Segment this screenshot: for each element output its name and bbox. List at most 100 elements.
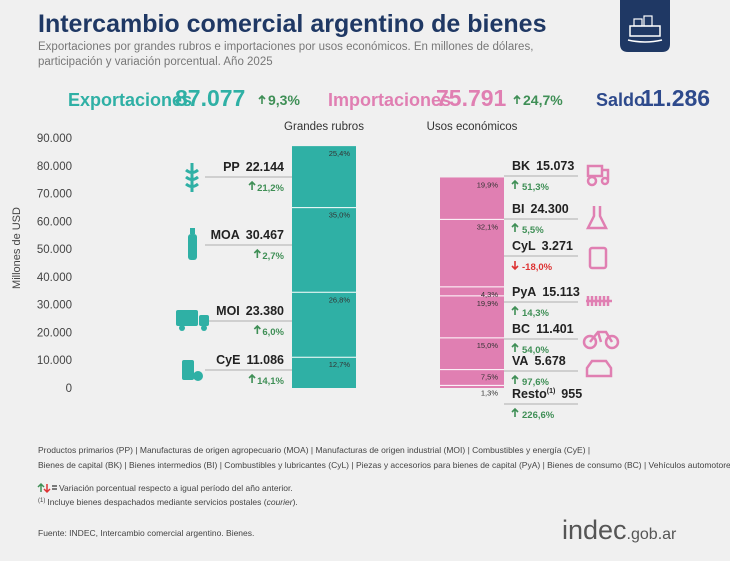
segment-name: CyE xyxy=(216,353,240,367)
change-arrow xyxy=(511,342,519,352)
y-tick-label: 20.000 xyxy=(37,327,72,339)
change-label: 54,0% xyxy=(522,345,549,356)
segment-name: MOI xyxy=(216,304,240,318)
bar-segment xyxy=(440,177,504,220)
footnote-mark: (1) xyxy=(547,388,556,395)
source: Fuente: INDEC, Intercambio comercial arg… xyxy=(38,528,254,538)
category-label: MOA 30.467 xyxy=(211,228,284,242)
footnote-text: Incluye bienes despachados mediante serv… xyxy=(47,497,266,507)
category-title: Grandes rubros xyxy=(284,121,364,133)
value-label: 15.113 xyxy=(542,285,580,299)
logo-badge xyxy=(620,0,670,52)
category-label: BK 15.073 xyxy=(512,159,574,173)
total-change: 9,3% xyxy=(268,92,300,108)
arrow-shape xyxy=(511,305,519,315)
category-label: BI 24.300 xyxy=(512,202,569,216)
change-label: 2,7% xyxy=(262,251,284,262)
bar-segment xyxy=(440,219,504,287)
logo-suffix: .gob.ar xyxy=(627,526,677,543)
glossary: Productos primarios (PP) | Manufacturas … xyxy=(38,445,590,455)
change-arrow xyxy=(248,373,256,383)
total-name: Saldo xyxy=(596,90,645,110)
share-label: 19,9% xyxy=(477,299,499,308)
value-label: 11.401 xyxy=(536,322,574,336)
total-name: Exportaciones xyxy=(68,90,192,110)
category-label: Resto(1) 955 xyxy=(512,387,582,401)
arrow-shape xyxy=(511,374,519,384)
share-label: 32,1% xyxy=(477,222,499,231)
share-label: 25,4% xyxy=(329,149,351,158)
value-label: 15.073 xyxy=(536,159,574,173)
change-arrow xyxy=(511,261,519,271)
change-label: 14,3% xyxy=(522,308,549,319)
arrow-shape xyxy=(253,248,261,258)
subtitle: participación y variación porcentual. Añ… xyxy=(38,56,273,68)
arrow-shape xyxy=(513,94,521,104)
category-label: MOI 23.380 xyxy=(216,304,284,318)
total-change: 24,7% xyxy=(523,92,563,108)
chart-title: Intercambio comercial argentino de biene… xyxy=(38,10,546,38)
y-tick-label: 70.000 xyxy=(37,189,72,201)
segment-name: PP xyxy=(223,160,240,174)
total-value: 11.286 xyxy=(641,85,710,111)
segment-name: Resto xyxy=(512,387,547,401)
segment-name: PyA xyxy=(512,285,536,299)
y-tick-label: 0 xyxy=(66,383,72,395)
y-axis-label: Millones de USD xyxy=(11,207,23,289)
value-label: 955 xyxy=(561,387,582,401)
bar-segment xyxy=(440,286,504,296)
y-tick-label: 60.000 xyxy=(37,216,72,228)
subtitle: Exportaciones por grandes rubros e impor… xyxy=(38,41,533,53)
category-label: BC 11.401 xyxy=(512,322,574,336)
value-label: 3.271 xyxy=(542,239,573,253)
share-label: 1,3% xyxy=(481,388,498,397)
change-arrow xyxy=(253,324,261,334)
y-tick-label: 30.000 xyxy=(37,300,72,312)
segment-name: CyL xyxy=(512,239,536,253)
value-label: 23.380 xyxy=(246,304,284,318)
change-arrow xyxy=(511,179,519,189)
change-label: 21,2% xyxy=(257,183,284,194)
bar-segment xyxy=(292,292,356,358)
share-label: 12,7% xyxy=(329,360,351,369)
change-label: 14,1% xyxy=(257,376,284,387)
change-label: 226,6% xyxy=(522,410,555,421)
arrow-shape xyxy=(511,261,519,271)
value-label: 24.300 xyxy=(531,202,569,216)
change-arrow xyxy=(511,374,519,384)
change-arrows-icon xyxy=(37,482,57,494)
share-label: 35,0% xyxy=(329,211,351,220)
footnote-italic: courier xyxy=(267,497,294,507)
change-label: 97,6% xyxy=(522,377,549,388)
arrow-shape xyxy=(511,342,519,352)
change-label: 5,5% xyxy=(522,225,544,236)
y-tick-label: 90.000 xyxy=(37,133,72,145)
y-tick-label: 80.000 xyxy=(37,161,72,173)
category-label: PP 22.144 xyxy=(223,160,284,174)
segment-name: MOA xyxy=(211,228,240,242)
category-label: CyE 11.086 xyxy=(216,353,284,367)
change-arrow xyxy=(248,180,256,190)
bar-segment xyxy=(440,295,504,338)
bar-segment xyxy=(440,385,504,388)
value-label: 22.144 xyxy=(246,160,284,174)
change-arrow xyxy=(258,94,266,104)
value-label: 11.086 xyxy=(246,353,284,367)
footnote: (1) Incluye bienes despachados mediante s… xyxy=(38,497,298,507)
share-label: 4,3% xyxy=(481,290,498,299)
segment-name: VA xyxy=(512,354,528,368)
segment-name: BC xyxy=(512,322,530,336)
footnote-mark: (1) xyxy=(38,498,45,504)
arrow-shape xyxy=(511,179,519,189)
category-label: CyL 3.271 xyxy=(512,239,573,253)
arrow-shape xyxy=(248,180,256,190)
bar-segment xyxy=(292,207,356,293)
change-label: 51,3% xyxy=(522,182,549,193)
y-tick-label: 50.000 xyxy=(37,244,72,256)
glossary: Bienes de capital (BK) | Bienes intermed… xyxy=(38,460,730,470)
note: Variación porcentual respecto a igual pe… xyxy=(59,483,293,493)
share-label: 15,0% xyxy=(477,341,499,350)
change-arrow xyxy=(253,248,261,258)
value-label: 5.678 xyxy=(534,354,565,368)
change-arrow xyxy=(513,94,521,104)
